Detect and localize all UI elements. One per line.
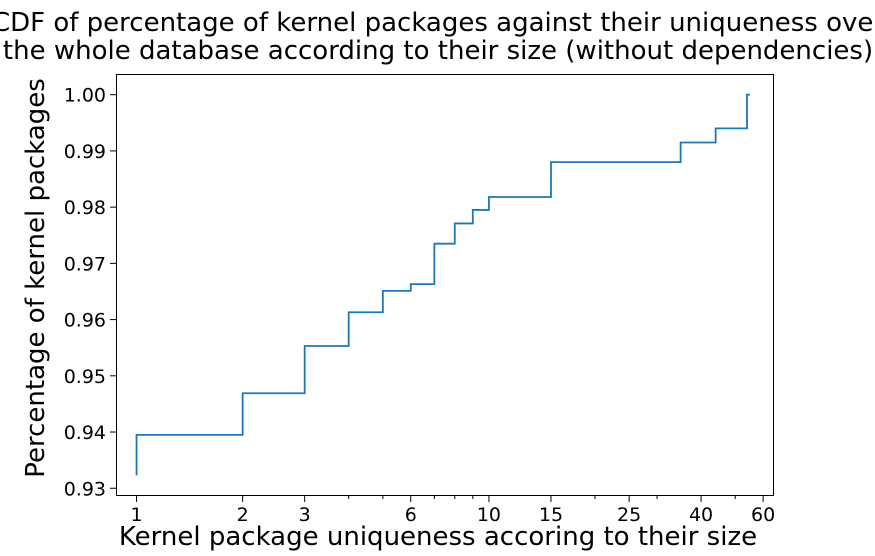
x-axis: 1 2 3 6 10 15 25 40 60 <box>131 495 775 526</box>
x-tick-label: 40 <box>689 504 713 526</box>
y-tick-label: 0.93 <box>64 478 106 500</box>
x-tick-label: 25 <box>617 504 641 526</box>
x-tick-label: 60 <box>751 504 775 526</box>
x-tick-label: 6 <box>405 504 417 526</box>
x-tick-label: 1 <box>131 504 143 526</box>
chart-title-line-2: the whole database according to their si… <box>3 36 873 66</box>
chart-title-line-1: CDF of percentage of kernel packages aga… <box>0 8 875 38</box>
y-tick-label: 0.94 <box>64 422 106 444</box>
y-axis-label: Percentage of kernel packages <box>21 78 51 477</box>
y-axis: 0.93 0.94 0.95 0.96 0.97 0.98 0.99 1.00 <box>64 85 117 500</box>
x-tick-label: 3 <box>299 504 311 526</box>
cdf-series-line <box>135 93 750 476</box>
x-tick-label: 15 <box>539 504 563 526</box>
x-tick-label: 2 <box>237 504 249 526</box>
y-tick-label: 0.98 <box>64 197 106 219</box>
y-tick-label: 0.95 <box>64 366 106 388</box>
y-tick-label: 0.99 <box>64 141 106 163</box>
y-tick-label: 0.96 <box>64 310 106 332</box>
y-tick-label: 1.00 <box>64 85 106 107</box>
x-axis-label: Kernel package uniqueness accoring to th… <box>119 522 757 552</box>
x-tick-label: 10 <box>477 504 501 526</box>
y-tick-label: 0.97 <box>64 253 106 275</box>
plot-area <box>116 74 774 496</box>
